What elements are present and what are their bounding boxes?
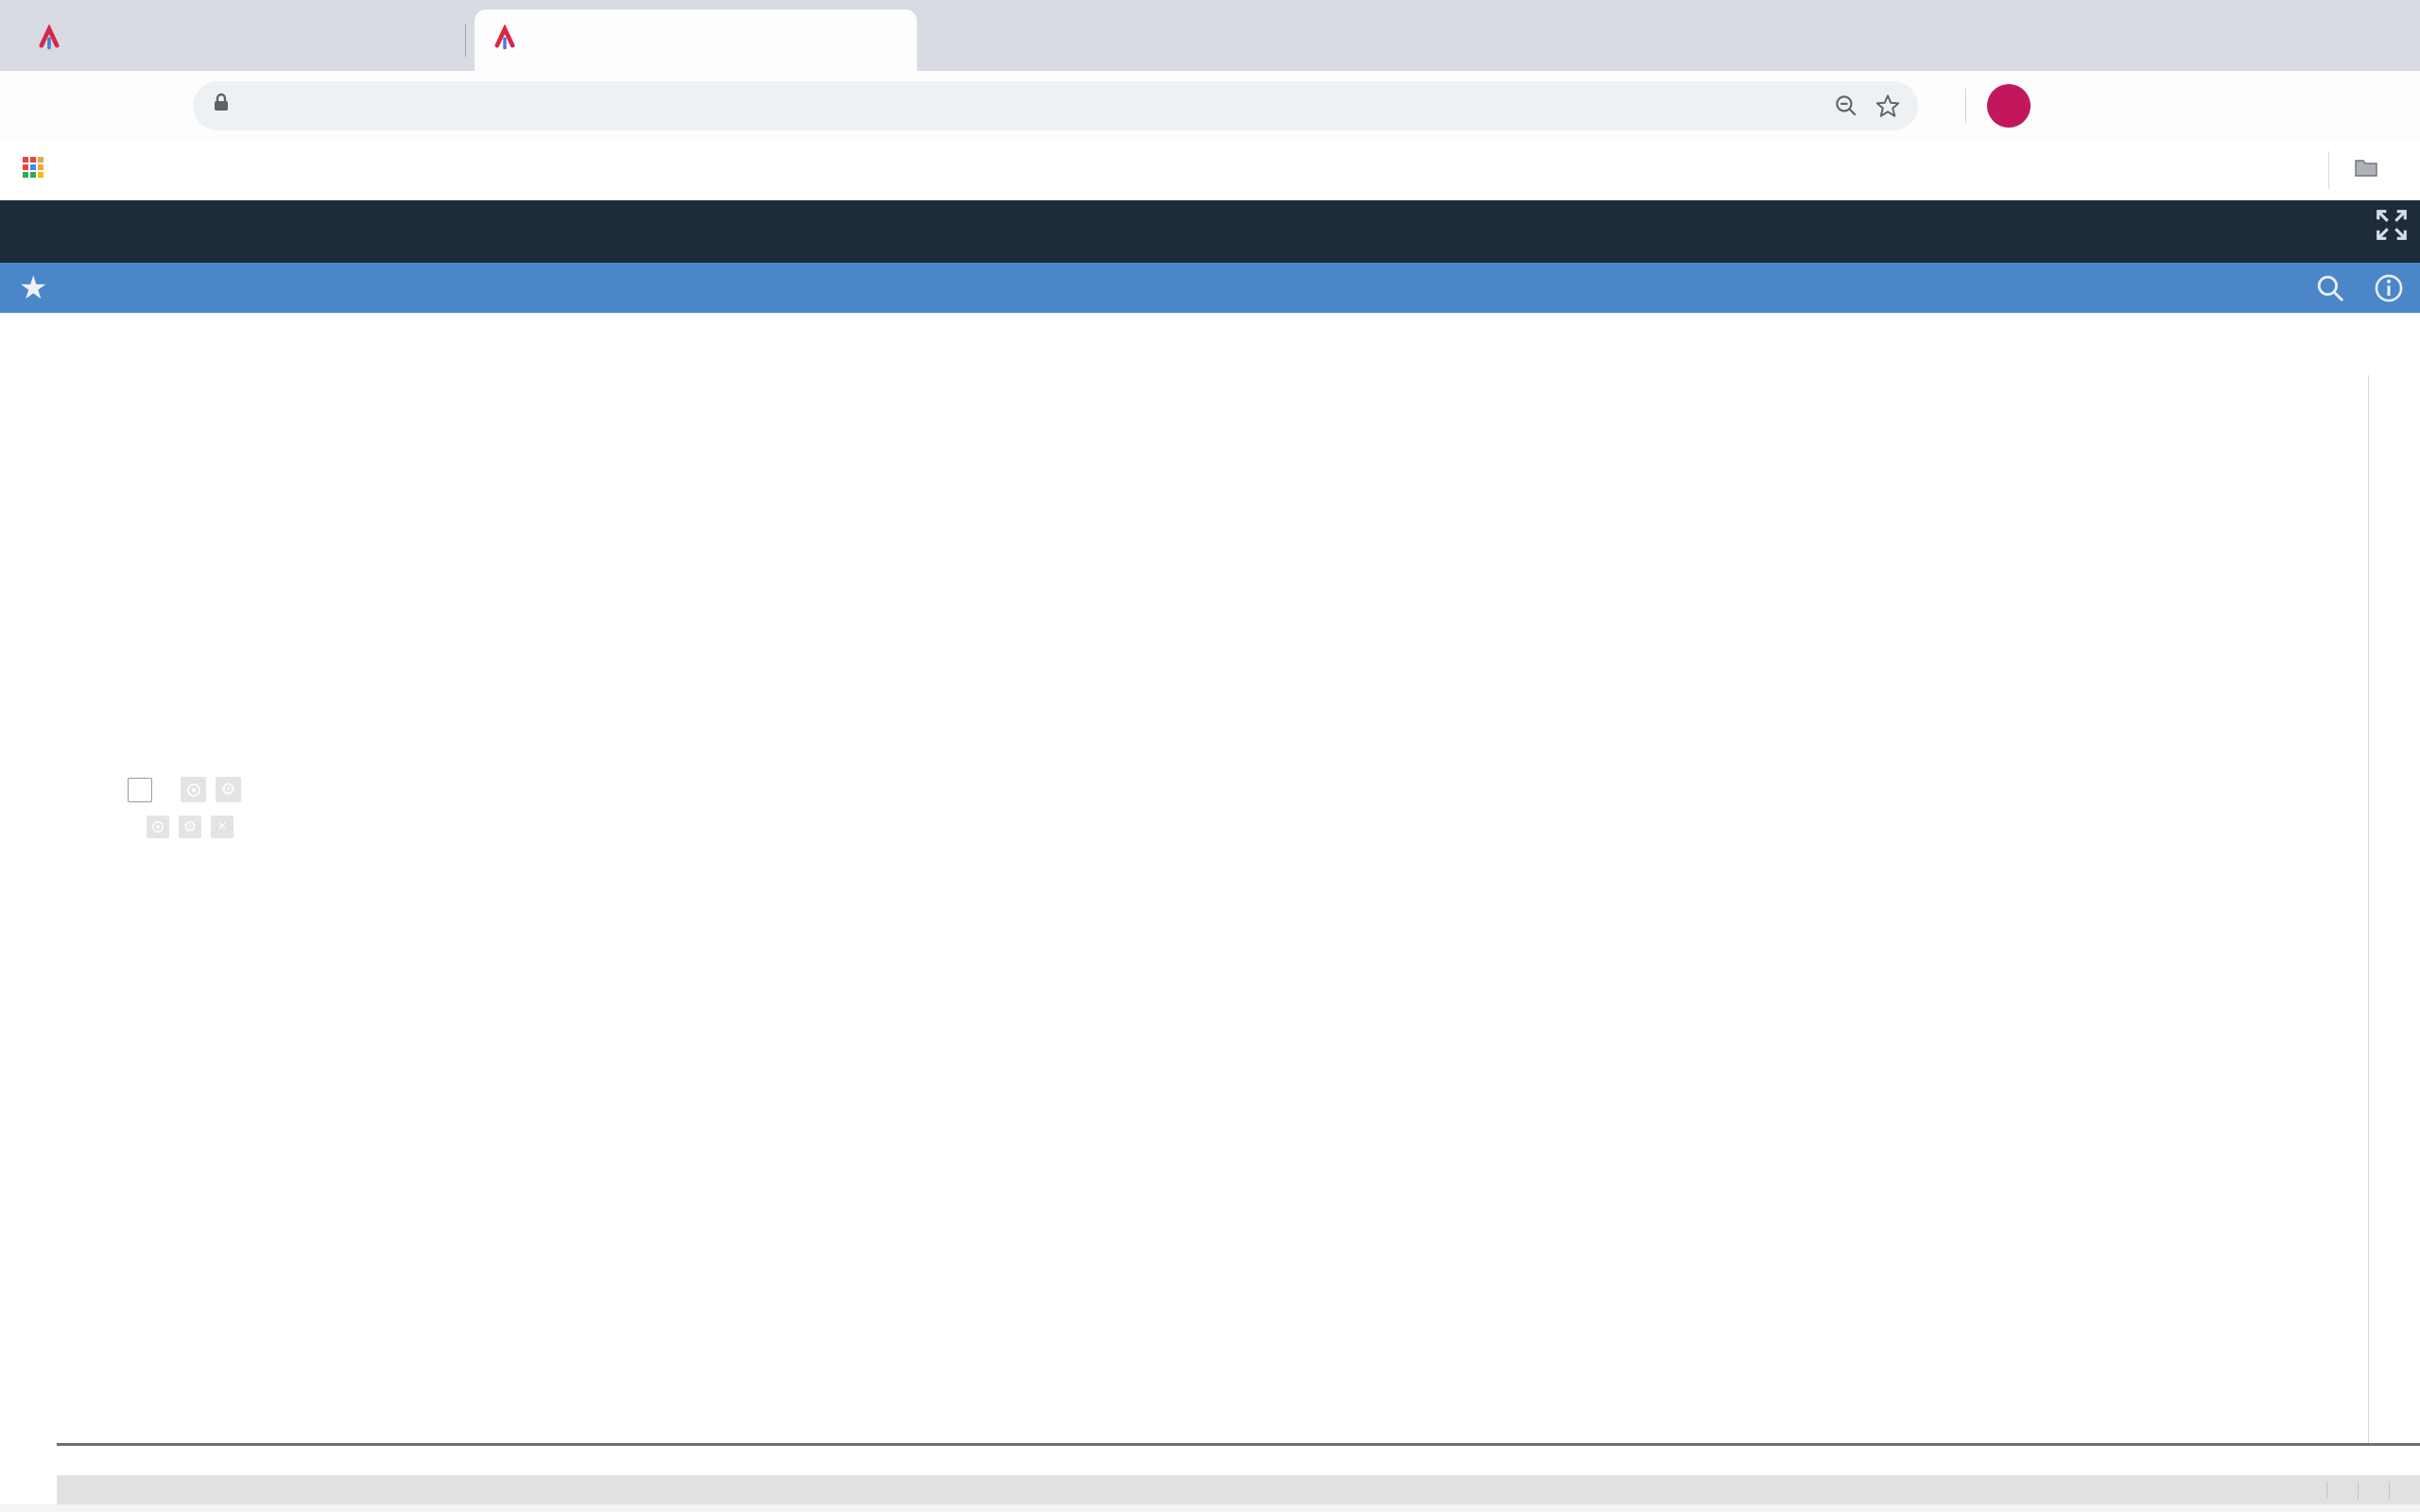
drawing-tools-sidebar bbox=[0, 313, 58, 1512]
chart-bottom-bar bbox=[57, 1475, 2420, 1504]
toolbar-separator bbox=[1965, 88, 1966, 123]
legend-collapse-button[interactable] bbox=[128, 777, 152, 802]
bookmarks-bar bbox=[0, 140, 2420, 200]
profile-avatar[interactable] bbox=[1987, 83, 2031, 128]
folder-icon bbox=[2354, 157, 2378, 182]
ma-settings-icon[interactable]: ⚙ bbox=[179, 816, 201, 838]
chart-toolbar bbox=[57, 313, 2420, 376]
apps-grid-icon bbox=[21, 155, 45, 184]
search-icon[interactable] bbox=[2314, 272, 2346, 304]
address-bar[interactable] bbox=[193, 80, 1918, 130]
browser-tab-clicktrade[interactable] bbox=[19, 9, 458, 71]
browser-toolbar bbox=[0, 71, 2420, 140]
instrument-title-bar: ★ bbox=[0, 263, 2420, 313]
candlestick-chart[interactable] bbox=[57, 375, 2368, 1443]
info-icon[interactable] bbox=[2373, 272, 2405, 304]
platform-nav bbox=[0, 200, 2420, 263]
time-axis[interactable] bbox=[57, 1443, 2420, 1475]
bookmark-star-icon[interactable] bbox=[1875, 93, 1901, 119]
chart-plot-area[interactable]: ⚙ ⚙ × ‹ bbox=[57, 375, 2368, 1443]
browser-tab-ger30[interactable] bbox=[475, 9, 917, 71]
favorite-star-icon[interactable]: ★ bbox=[19, 269, 48, 306]
zoom-out-icon[interactable] bbox=[1833, 93, 1859, 119]
tab-divider bbox=[465, 24, 466, 57]
browser-tab-strip bbox=[0, 0, 2420, 71]
series-settings-icon[interactable]: ⚙ bbox=[216, 777, 241, 802]
ma-remove-icon[interactable]: × bbox=[211, 816, 233, 838]
bookmarks-separator bbox=[2328, 150, 2329, 189]
other-bookmarks-folder[interactable] bbox=[2354, 157, 2388, 182]
favicon-ger30-icon bbox=[492, 24, 518, 56]
chart-legend: ⚙ ⚙ × bbox=[128, 777, 264, 838]
ma-visibility-icon[interactable] bbox=[147, 816, 169, 838]
series-visibility-icon[interactable] bbox=[181, 777, 206, 802]
bottom-strip bbox=[0, 1504, 2420, 1512]
price-axis[interactable] bbox=[2368, 375, 2420, 1443]
expand-fullscreen-icon[interactable] bbox=[2373, 206, 2411, 249]
favicon-clicktrade-icon bbox=[36, 24, 62, 56]
lock-icon bbox=[210, 92, 233, 119]
bookmark-apps[interactable] bbox=[21, 155, 55, 184]
